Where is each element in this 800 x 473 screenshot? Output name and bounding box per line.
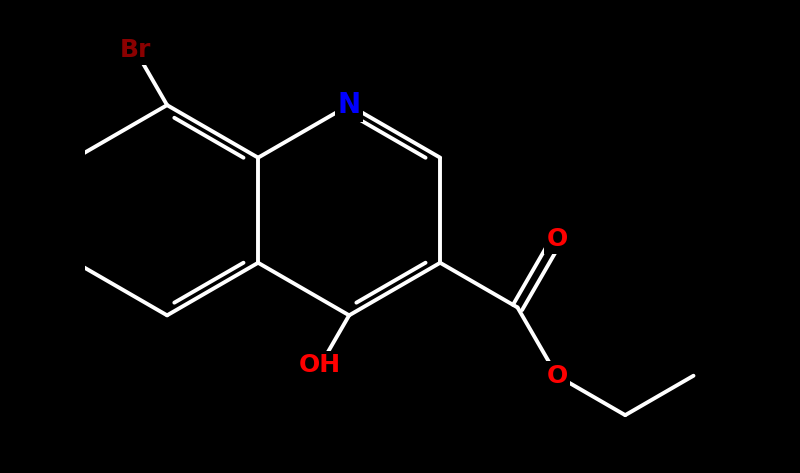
Text: Br: Br [120,38,151,62]
Text: O: O [546,227,567,251]
Text: N: N [338,91,361,119]
Text: O: O [546,364,567,388]
Text: OH: OH [299,353,342,377]
